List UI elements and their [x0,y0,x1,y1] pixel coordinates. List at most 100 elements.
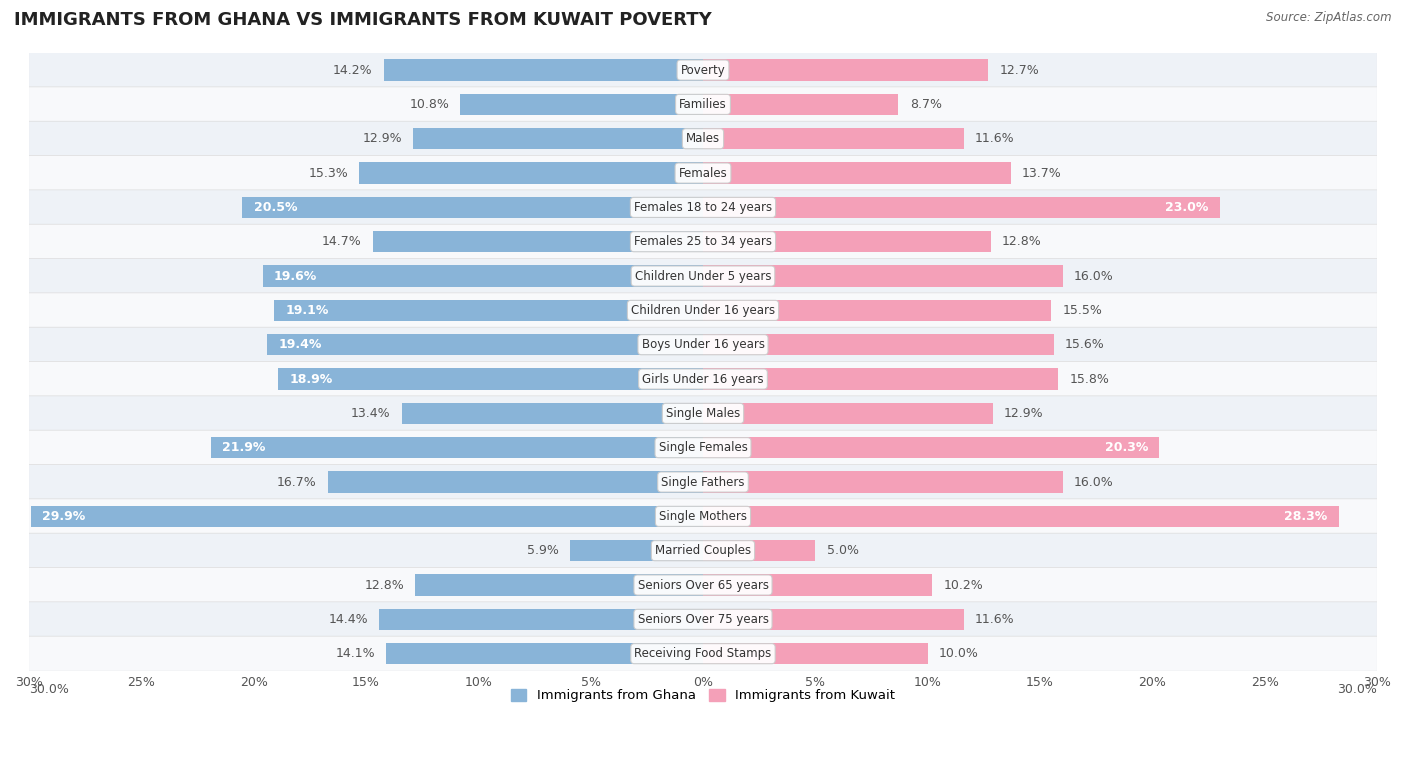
Text: 13.4%: 13.4% [352,407,391,420]
Bar [703,643,928,664]
Bar [703,265,1063,287]
Bar [703,609,963,630]
Text: 29.9%: 29.9% [42,510,86,523]
Text: 14.7%: 14.7% [322,235,361,248]
Text: 11.6%: 11.6% [974,613,1015,626]
Bar [703,299,1052,321]
Text: 5.0%: 5.0% [827,544,859,557]
Text: Girls Under 16 years: Girls Under 16 years [643,372,763,386]
Text: 10.0%: 10.0% [939,647,979,660]
FancyBboxPatch shape [28,602,1378,637]
Text: 30.0%: 30.0% [1337,683,1376,696]
Text: Source: ZipAtlas.com: Source: ZipAtlas.com [1267,11,1392,24]
Bar [415,575,703,596]
FancyBboxPatch shape [28,499,1378,534]
FancyBboxPatch shape [28,636,1378,671]
Bar [359,162,703,183]
Text: Children Under 5 years: Children Under 5 years [634,270,772,283]
FancyBboxPatch shape [28,396,1378,431]
Text: Single Females: Single Females [658,441,748,454]
Text: Seniors Over 75 years: Seniors Over 75 years [637,613,769,626]
Bar [373,231,703,252]
Text: Females 18 to 24 years: Females 18 to 24 years [634,201,772,214]
Text: 30.0%: 30.0% [30,683,69,696]
FancyBboxPatch shape [28,431,1378,465]
FancyBboxPatch shape [28,362,1378,396]
Bar [703,575,932,596]
Bar [703,59,988,80]
Text: 23.0%: 23.0% [1166,201,1209,214]
Bar [703,128,963,149]
Text: 20.3%: 20.3% [1105,441,1147,454]
FancyBboxPatch shape [28,465,1378,500]
Text: 14.2%: 14.2% [333,64,373,77]
FancyBboxPatch shape [28,87,1378,122]
Text: 15.6%: 15.6% [1064,338,1105,351]
Text: Poverty: Poverty [681,64,725,77]
Bar [703,334,1053,356]
Text: 10.2%: 10.2% [943,578,983,591]
Text: 11.6%: 11.6% [974,132,1015,146]
Text: 19.1%: 19.1% [285,304,329,317]
Text: 12.9%: 12.9% [363,132,402,146]
Text: 28.3%: 28.3% [1285,510,1327,523]
Text: 15.5%: 15.5% [1063,304,1102,317]
Bar [211,437,703,459]
Bar [328,471,703,493]
FancyBboxPatch shape [28,155,1378,190]
Bar [274,299,703,321]
Text: Families: Families [679,98,727,111]
Bar [703,540,815,562]
Text: 12.8%: 12.8% [1002,235,1042,248]
Bar [413,128,703,149]
Text: Seniors Over 65 years: Seniors Over 65 years [637,578,769,591]
Bar [387,643,703,664]
Text: 12.8%: 12.8% [364,578,404,591]
FancyBboxPatch shape [28,258,1378,293]
Text: Single Males: Single Males [666,407,740,420]
Text: 14.4%: 14.4% [329,613,368,626]
Bar [402,402,703,424]
Bar [703,402,993,424]
Bar [278,368,703,390]
Text: Single Mothers: Single Mothers [659,510,747,523]
Bar [267,334,703,356]
Bar [384,59,703,80]
Text: 16.7%: 16.7% [277,475,316,488]
Text: Receiving Food Stamps: Receiving Food Stamps [634,647,772,660]
Text: 12.7%: 12.7% [1000,64,1039,77]
Text: 10.8%: 10.8% [409,98,449,111]
Text: 15.3%: 15.3% [308,167,349,180]
Text: Females: Females [679,167,727,180]
Text: 18.9%: 18.9% [290,372,333,386]
Bar [571,540,703,562]
Text: 16.0%: 16.0% [1074,475,1114,488]
Bar [242,197,703,218]
Text: Single Fathers: Single Fathers [661,475,745,488]
Text: 8.7%: 8.7% [910,98,942,111]
Bar [703,437,1159,459]
Text: Married Couples: Married Couples [655,544,751,557]
Text: 20.5%: 20.5% [253,201,297,214]
Bar [703,162,1011,183]
Text: 15.8%: 15.8% [1069,372,1109,386]
Bar [703,368,1057,390]
Text: IMMIGRANTS FROM GHANA VS IMMIGRANTS FROM KUWAIT POVERTY: IMMIGRANTS FROM GHANA VS IMMIGRANTS FROM… [14,11,711,30]
FancyBboxPatch shape [28,327,1378,362]
Text: 19.6%: 19.6% [274,270,318,283]
FancyBboxPatch shape [28,190,1378,225]
FancyBboxPatch shape [28,568,1378,603]
Text: 14.1%: 14.1% [336,647,375,660]
Text: 13.7%: 13.7% [1022,167,1062,180]
Bar [263,265,703,287]
FancyBboxPatch shape [28,52,1378,88]
Text: Boys Under 16 years: Boys Under 16 years [641,338,765,351]
Bar [703,94,898,115]
Text: Males: Males [686,132,720,146]
Text: 21.9%: 21.9% [222,441,266,454]
Bar [460,94,703,115]
Bar [31,506,703,527]
Bar [703,231,991,252]
FancyBboxPatch shape [28,293,1378,328]
Bar [703,506,1339,527]
